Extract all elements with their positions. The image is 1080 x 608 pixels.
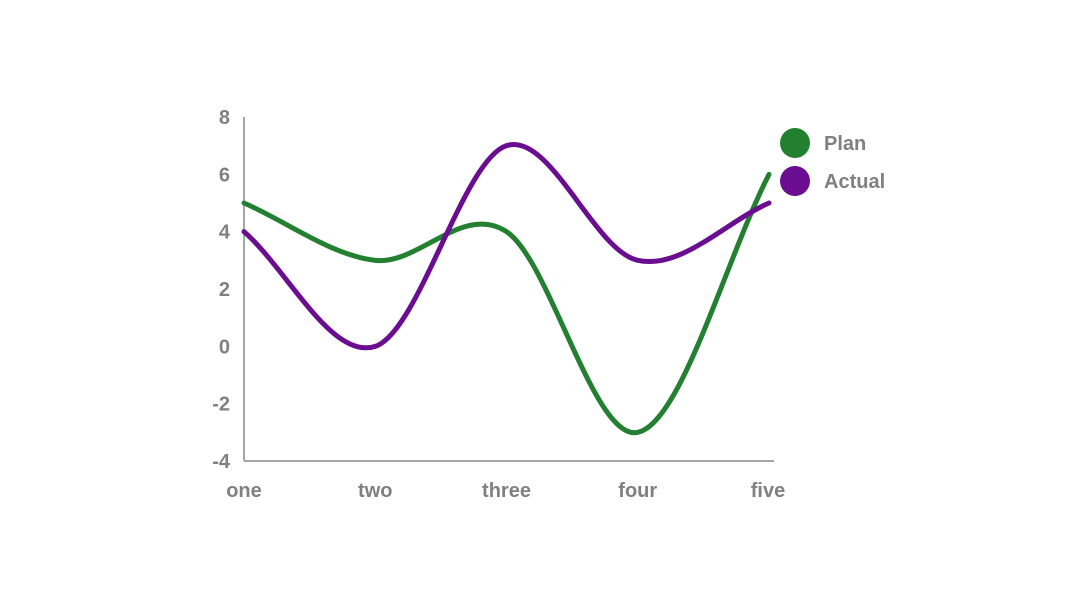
y-tick-label: 2 (219, 279, 230, 301)
series-lines (241, 142, 772, 435)
legend-label-plan: Plan (824, 133, 866, 155)
legend-marker-plan (780, 128, 810, 158)
y-tick-label: 8 (219, 107, 230, 129)
y-tick-label: -2 (212, 394, 230, 416)
axes (243, 117, 774, 462)
legend: Plan Actual (780, 128, 885, 196)
x-tick-label: two (358, 480, 392, 502)
series-line-plan (241, 171, 772, 435)
x-tick-label: five (751, 480, 785, 502)
y-tick-label: -4 (212, 451, 231, 473)
legend-marker-actual (780, 166, 810, 196)
y-tick-label: 0 (219, 336, 230, 358)
x-tick-labels: one two three four five (226, 480, 785, 502)
x-tick-label: four (618, 480, 657, 502)
legend-label-actual: Actual (824, 171, 885, 193)
y-tick-labels: -4 -2 0 2 4 6 8 (212, 107, 231, 473)
x-tick-label: one (226, 480, 262, 502)
y-tick-label: 6 (219, 164, 230, 186)
y-tick-label: 4 (219, 222, 231, 244)
series-line-actual (241, 142, 772, 351)
x-tick-label: three (482, 480, 531, 502)
